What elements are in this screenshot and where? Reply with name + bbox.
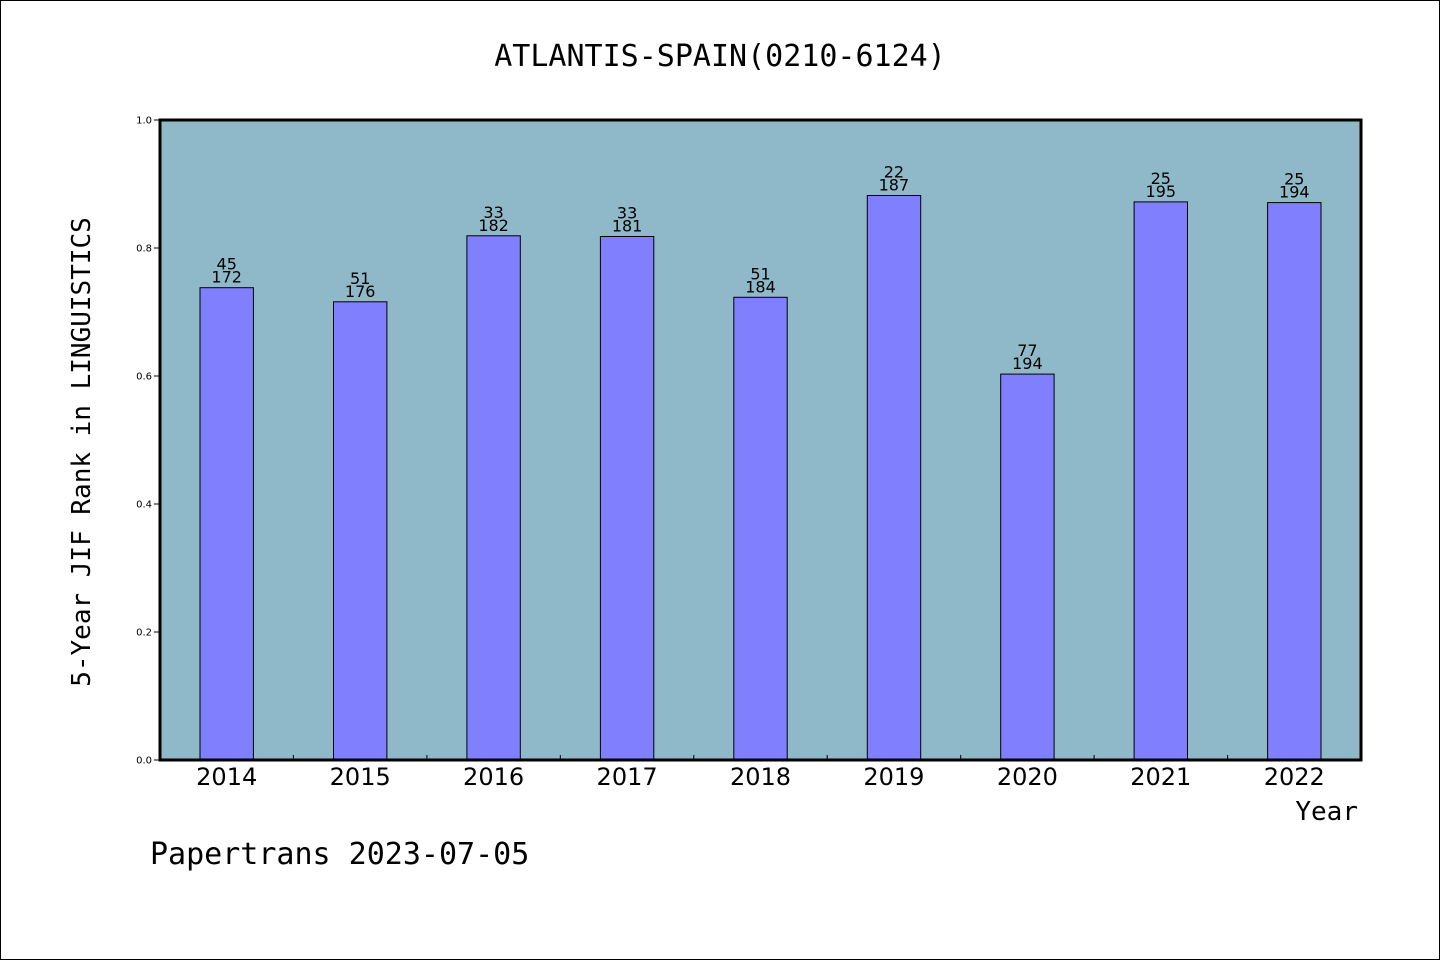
y-tick-label: 0.4 [136, 500, 152, 511]
bar-rank-label: 51 [750, 264, 770, 283]
bar-rank-label: 25 [1284, 170, 1304, 189]
bar-total-label: 195 [1146, 182, 1177, 201]
bar-2020 [1000, 373, 1055, 761]
bar-total-label: 187 [879, 176, 910, 195]
x-tick-label: 2014 [196, 763, 257, 791]
y-tick-label: 0.8 [136, 244, 152, 255]
x-tick-label: 2022 [1264, 763, 1325, 791]
bar-total-label: 184 [745, 277, 776, 296]
x-axis-label: Year [1295, 797, 1358, 827]
bar-2014 [199, 287, 254, 761]
y-tick-label: 0.6 [136, 372, 152, 383]
x-tick-label: 2016 [463, 763, 524, 791]
bar-2021 [1133, 201, 1188, 761]
x-tick-label: 2021 [1130, 763, 1191, 791]
bar-total-label: 194 [1012, 354, 1043, 373]
bar-2016 [466, 235, 521, 761]
x-tick-label: 2015 [330, 763, 391, 791]
x-tick-label: 2019 [863, 763, 924, 791]
chart-title: ATLANTIS-SPAIN(0210-6124) [494, 39, 946, 74]
bar-rank-label: 25 [1151, 169, 1171, 188]
footer-credit: Papertrans 2023-07-05 [150, 837, 529, 872]
plot-border [158, 118, 1363, 762]
bar-total-label: 181 [612, 217, 643, 236]
y-tick-label: 0.0 [136, 756, 152, 767]
bars-group [199, 195, 1322, 761]
y-axis-label: 5-Year JIF Rank in LINGUISTICS [67, 217, 97, 687]
bar-2022 [1267, 202, 1322, 761]
bar-2019 [866, 195, 922, 761]
y-axis: 0.0 0.2 0.4 0.6 0.8 1.0 [136, 116, 160, 767]
bar-rank-label: 51 [350, 269, 370, 288]
bar-rank-label: 33 [483, 203, 503, 222]
bar-total-label: 182 [478, 216, 509, 235]
x-tick-label: 2018 [730, 763, 791, 791]
bar-rank-label: 45 [217, 255, 237, 274]
bar-rank-label: 22 [884, 163, 904, 182]
x-tick-label: 2020 [997, 763, 1058, 791]
bar-rank-label: 33 [617, 204, 637, 223]
x-axis: 2014 2015 2016 2017 2018 2019 2020 2021 2022 [196, 755, 1325, 791]
bar-total-label: 172 [211, 268, 242, 287]
bar-2018 [733, 296, 788, 761]
bar-2015 [333, 301, 388, 761]
bar-rank-label: 77 [1017, 341, 1037, 360]
bar-total-label: 176 [345, 282, 376, 301]
bar-total-label: 194 [1279, 183, 1310, 202]
bar-2017 [599, 236, 655, 761]
y-tick-label: 1.0 [136, 116, 152, 127]
y-tick-label: 0.2 [136, 628, 152, 639]
x-tick-label: 2017 [597, 763, 658, 791]
